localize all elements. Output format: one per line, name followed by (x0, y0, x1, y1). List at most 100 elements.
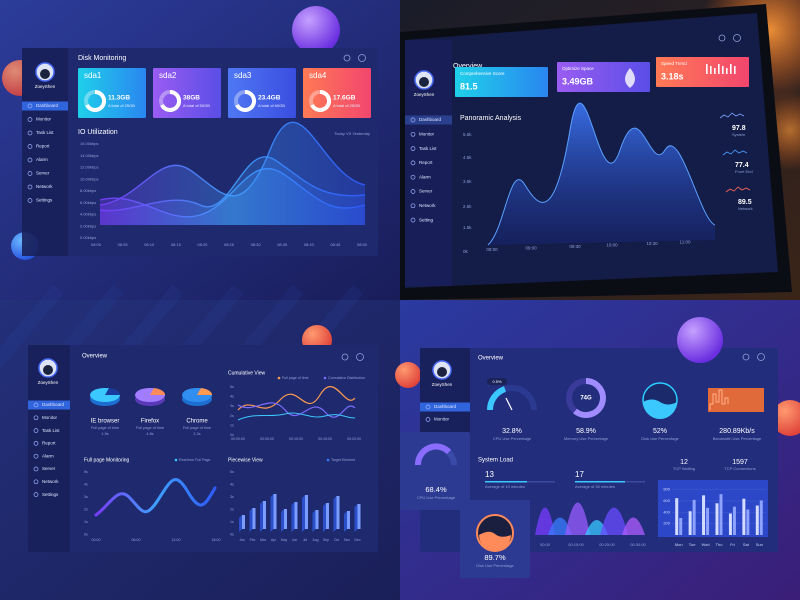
y-tick-label: 0s (84, 532, 88, 536)
bar (742, 498, 746, 535)
bar (732, 506, 736, 535)
x-tick-label: 00:30:00 (630, 542, 646, 547)
y-tick-label: 0k (463, 249, 469, 254)
x-tick-label: 08:50 (357, 242, 368, 247)
card-value: 3.49GB (562, 76, 594, 86)
disk-gauge-liquid (643, 399, 677, 419)
nav-icon (27, 130, 33, 136)
x-tick-label: 00:15:00 (568, 542, 584, 547)
browser-value: 4.8s (146, 432, 153, 436)
y-tick-label: 5.5k (463, 132, 472, 137)
y-tick-label: 6.00kbps (80, 200, 96, 205)
pie-slice (150, 388, 166, 395)
x-tick-label: Oct (334, 538, 339, 542)
search-icon (343, 54, 351, 62)
y-tick-label: 14.00kbps (80, 153, 98, 158)
x-tick-label: Jan (239, 538, 245, 542)
analysis-area (488, 103, 715, 246)
legend-swatch (174, 458, 178, 462)
panel-title: Overview (453, 63, 483, 70)
x-tick-label: 00:20:00 (347, 437, 361, 441)
disk-name: sda2 (159, 71, 177, 80)
x-tick-label: 08:45 (330, 242, 341, 247)
trend-bar (706, 64, 708, 74)
gauge-value: 58.9% (576, 428, 596, 435)
x-tick-label: Dec (354, 538, 360, 542)
nav-item: Setting (419, 217, 434, 222)
stat-value: 77.4 (735, 162, 749, 169)
load-wave (535, 507, 555, 535)
y-tick-label: 5s (230, 470, 234, 474)
popup-value: 89.7% (484, 553, 506, 562)
section-title: IO Utilization (78, 129, 118, 136)
nav-item: Alarm (36, 157, 48, 162)
legend-label: Cumulative Distribution (328, 376, 365, 380)
y-tick-label: 1s (230, 520, 234, 524)
nav-icon (410, 174, 416, 180)
nav-icon (410, 160, 416, 166)
x-tick-label: Nov (344, 538, 350, 542)
nav-icon (27, 103, 33, 109)
y-tick-label: 4s (230, 482, 234, 486)
nav-icon (33, 415, 39, 421)
x-tick-label: Tue (689, 542, 697, 547)
x-tick-label: 06:00 (132, 538, 141, 542)
bar (755, 505, 759, 535)
cumulative-line (237, 386, 356, 411)
bar (675, 498, 679, 535)
nav-item: Server (42, 466, 56, 471)
trend-bar (734, 66, 736, 74)
disk-card (303, 68, 371, 118)
search-icon (718, 34, 726, 42)
section-title: Full page Monitoring (84, 457, 130, 463)
help-icon (356, 353, 364, 361)
load-value: 13 (485, 470, 494, 479)
browser-name: IE browser (91, 419, 120, 425)
column-side (333, 496, 337, 532)
popup-value: 68.4% (425, 485, 447, 494)
y-tick-label: 800 (663, 487, 670, 492)
io-wave-line (99, 167, 366, 218)
panel-title: Overview (478, 356, 504, 362)
x-tick-label: 09:30 (569, 244, 581, 249)
column-front (284, 509, 287, 529)
browser-value: 1.5s (101, 432, 108, 436)
sidebar (28, 345, 70, 552)
cumulative-line (237, 412, 356, 421)
help-icon (358, 54, 366, 62)
y-tick-label: 200 (663, 521, 670, 526)
x-tick-label: 08:15 (171, 242, 182, 247)
bar-chart-panel (658, 480, 768, 537)
stat-label: Network (738, 206, 753, 211)
x-tick-label: 08:20 (197, 242, 208, 247)
x-tick-label: May (281, 538, 288, 542)
nav-icon (410, 203, 416, 209)
load-label: Average of 10 minutes (485, 484, 525, 489)
browser-label: Full page of time (183, 426, 211, 430)
x-tick-label: 08:40 (304, 242, 315, 247)
y-tick-label: 10.00kbps (80, 176, 98, 181)
nav-item: Alarm (42, 453, 54, 458)
gauge-value: 32.8% (502, 428, 522, 435)
x-tick-label: 10:30 (646, 241, 658, 246)
nav-active (28, 400, 70, 410)
nav-icon (410, 217, 416, 223)
bandwidth-box (708, 388, 764, 412)
x-tick-label: 11:00 (680, 240, 691, 245)
nav-icon (27, 117, 33, 122)
y-tick-label: 4.5k (463, 155, 472, 160)
nav-item: Network (36, 184, 53, 189)
legend-swatch (323, 376, 327, 380)
sphere (772, 400, 800, 436)
nav-item: Task List (36, 130, 54, 135)
trend-bar (726, 68, 728, 74)
analysis-line (487, 102, 716, 246)
column-front (263, 501, 266, 529)
nav-active (420, 402, 470, 412)
nav-item: Dashboard (419, 117, 442, 122)
section-title: Piecewise View (228, 457, 263, 463)
popup-label: Disk Use Percentage (476, 563, 514, 568)
x-tick-label: 00:10:00 (289, 437, 303, 441)
bar (702, 495, 706, 535)
